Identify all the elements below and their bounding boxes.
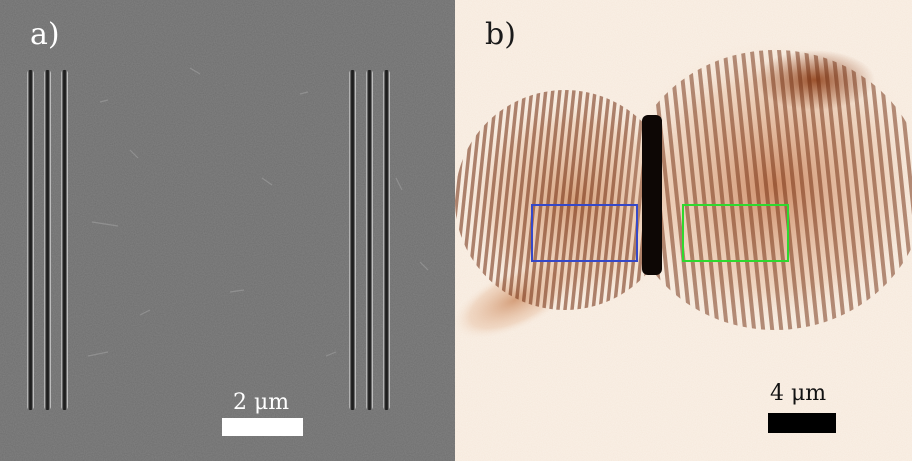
central-dark-bar [642,115,662,275]
left-region-box [531,204,638,262]
panel-a-label: a) [30,17,60,52]
panel-b-label: b) [485,17,516,52]
scale-bar-b [768,413,836,433]
fringe-image-graphic [455,0,912,461]
panel-a-sem-image: a) 2 μm [0,0,455,461]
right-region-box [682,204,789,262]
scale-bar-a-label: 2 μm [233,390,290,415]
sem-image-graphic [0,0,455,461]
panel-b-fringe-image: b) 4 μm [455,0,912,461]
scale-bar-a [222,418,303,436]
scale-bar-b-label: 4 μm [770,381,827,406]
left-slit-group [27,70,68,410]
surface-debris [87,67,429,357]
right-slit-group [349,70,390,410]
